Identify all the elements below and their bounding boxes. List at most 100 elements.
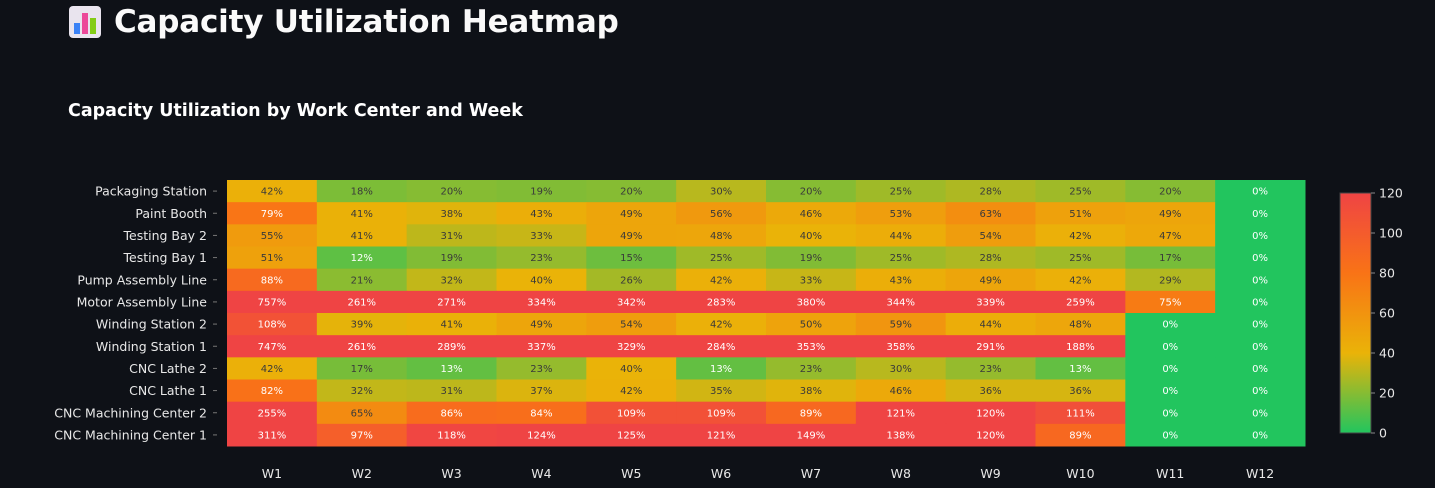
heatmap-cell[interactable] bbox=[496, 335, 587, 358]
heatmap-cell[interactable] bbox=[766, 268, 857, 292]
heatmap-cell[interactable] bbox=[855, 202, 947, 225]
heatmap-cell[interactable] bbox=[1215, 313, 1306, 336]
heatmap-cell[interactable] bbox=[406, 335, 497, 358]
heatmap-cell[interactable] bbox=[766, 357, 857, 380]
heatmap-cell[interactable] bbox=[496, 180, 587, 203]
heatmap-cell[interactable] bbox=[766, 224, 857, 247]
heatmap-cell[interactable] bbox=[1215, 401, 1306, 425]
heatmap-cell[interactable] bbox=[227, 202, 318, 225]
heatmap-cell[interactable] bbox=[496, 357, 587, 380]
heatmap-cell[interactable] bbox=[766, 246, 857, 270]
heatmap-cell[interactable] bbox=[1215, 335, 1306, 358]
heatmap-cell[interactable] bbox=[586, 401, 677, 425]
heatmap-cell[interactable] bbox=[1215, 379, 1306, 403]
heatmap-cell[interactable] bbox=[496, 313, 587, 336]
heatmap-cell[interactable] bbox=[945, 224, 1036, 247]
heatmap-cell[interactable] bbox=[316, 423, 408, 447]
heatmap-cell[interactable] bbox=[676, 313, 767, 336]
heatmap-cell[interactable] bbox=[1125, 268, 1216, 292]
heatmap-cell[interactable] bbox=[227, 401, 318, 425]
heatmap-cell[interactable] bbox=[1125, 357, 1216, 380]
heatmap-cell[interactable] bbox=[406, 357, 497, 380]
heatmap-cell[interactable] bbox=[227, 313, 318, 336]
heatmap-cell[interactable] bbox=[496, 202, 587, 225]
heatmap-cell[interactable] bbox=[1125, 246, 1216, 270]
heatmap-cell[interactable] bbox=[1125, 290, 1216, 314]
heatmap-cell[interactable] bbox=[586, 180, 677, 203]
heatmap-cell[interactable] bbox=[1125, 335, 1216, 358]
heatmap-cell[interactable] bbox=[1035, 401, 1126, 425]
heatmap-cell[interactable] bbox=[496, 379, 587, 403]
heatmap-cell[interactable] bbox=[676, 357, 767, 380]
heatmap-cell[interactable] bbox=[316, 202, 408, 225]
heatmap-cell[interactable] bbox=[496, 423, 587, 447]
heatmap-cell[interactable] bbox=[945, 268, 1036, 292]
heatmap-cell[interactable] bbox=[1125, 379, 1216, 403]
heatmap-cell[interactable] bbox=[227, 423, 318, 447]
heatmap-cell[interactable] bbox=[1035, 246, 1126, 270]
heatmap-cell[interactable] bbox=[406, 423, 497, 447]
heatmap-cell[interactable] bbox=[1035, 357, 1126, 380]
heatmap-cell[interactable] bbox=[586, 202, 677, 225]
heatmap-cell[interactable] bbox=[1035, 202, 1126, 225]
heatmap-cell[interactable] bbox=[227, 357, 318, 380]
heatmap-cell[interactable] bbox=[406, 224, 497, 247]
heatmap-cell[interactable] bbox=[945, 335, 1036, 358]
heatmap-cell[interactable] bbox=[1035, 224, 1126, 247]
heatmap-cell[interactable] bbox=[496, 290, 587, 314]
heatmap-cell[interactable] bbox=[406, 401, 497, 425]
heatmap-cell[interactable] bbox=[855, 401, 947, 425]
heatmap-cell[interactable] bbox=[1215, 357, 1306, 380]
heatmap-cell[interactable] bbox=[855, 335, 947, 358]
heatmap-cell[interactable] bbox=[227, 335, 318, 358]
heatmap-cell[interactable] bbox=[227, 268, 318, 292]
heatmap-cell[interactable] bbox=[586, 246, 677, 270]
heatmap-cell[interactable] bbox=[406, 290, 497, 314]
heatmap-cell[interactable] bbox=[316, 379, 408, 403]
heatmap-cell[interactable] bbox=[676, 335, 767, 358]
heatmap-cell[interactable] bbox=[1035, 313, 1126, 336]
heatmap-cell[interactable] bbox=[945, 313, 1036, 336]
heatmap-cell[interactable] bbox=[1215, 246, 1306, 270]
heatmap-cell[interactable] bbox=[406, 268, 497, 292]
heatmap-cell[interactable] bbox=[496, 246, 587, 270]
heatmap-cell[interactable] bbox=[676, 224, 767, 247]
heatmap-cell[interactable] bbox=[1035, 335, 1126, 358]
heatmap-cell[interactable] bbox=[766, 180, 857, 203]
heatmap-cell[interactable] bbox=[945, 290, 1036, 314]
heatmap-cell[interactable] bbox=[676, 423, 767, 447]
heatmap-cell[interactable] bbox=[227, 246, 318, 270]
heatmap-cell[interactable] bbox=[1125, 180, 1216, 203]
heatmap-cell[interactable] bbox=[1215, 224, 1306, 247]
heatmap-cell[interactable] bbox=[496, 401, 587, 425]
heatmap-cell[interactable] bbox=[945, 202, 1036, 225]
heatmap-cell[interactable] bbox=[1215, 180, 1306, 203]
heatmap-cell[interactable] bbox=[586, 379, 677, 403]
heatmap-cell[interactable] bbox=[766, 423, 857, 447]
heatmap-cell[interactable] bbox=[855, 290, 947, 314]
heatmap-cell[interactable] bbox=[406, 246, 497, 270]
heatmap-cell[interactable] bbox=[586, 357, 677, 380]
heatmap-cell[interactable] bbox=[496, 224, 587, 247]
heatmap-cell[interactable] bbox=[406, 180, 497, 203]
heatmap-cell[interactable] bbox=[227, 180, 318, 203]
heatmap-cell[interactable] bbox=[316, 357, 408, 380]
heatmap-cell[interactable] bbox=[1215, 290, 1306, 314]
heatmap-cell[interactable] bbox=[227, 224, 318, 247]
heatmap-cell[interactable] bbox=[1125, 313, 1216, 336]
heatmap-cell[interactable] bbox=[496, 268, 587, 292]
heatmap-cell[interactable] bbox=[676, 246, 767, 270]
heatmap-cell[interactable] bbox=[586, 313, 677, 336]
heatmap-cell[interactable] bbox=[1035, 268, 1126, 292]
heatmap-cell[interactable] bbox=[676, 401, 767, 425]
heatmap-cell[interactable] bbox=[855, 180, 947, 203]
heatmap-cell[interactable] bbox=[766, 379, 857, 403]
heatmap-cell[interactable] bbox=[316, 224, 408, 247]
heatmap-cell[interactable] bbox=[1215, 268, 1306, 292]
heatmap-cell[interactable] bbox=[855, 313, 947, 336]
heatmap-cell[interactable] bbox=[586, 268, 677, 292]
heatmap-cell[interactable] bbox=[316, 401, 408, 425]
heatmap-cell[interactable] bbox=[945, 401, 1036, 425]
heatmap-cell[interactable] bbox=[855, 246, 947, 270]
heatmap-cell[interactable] bbox=[855, 268, 947, 292]
